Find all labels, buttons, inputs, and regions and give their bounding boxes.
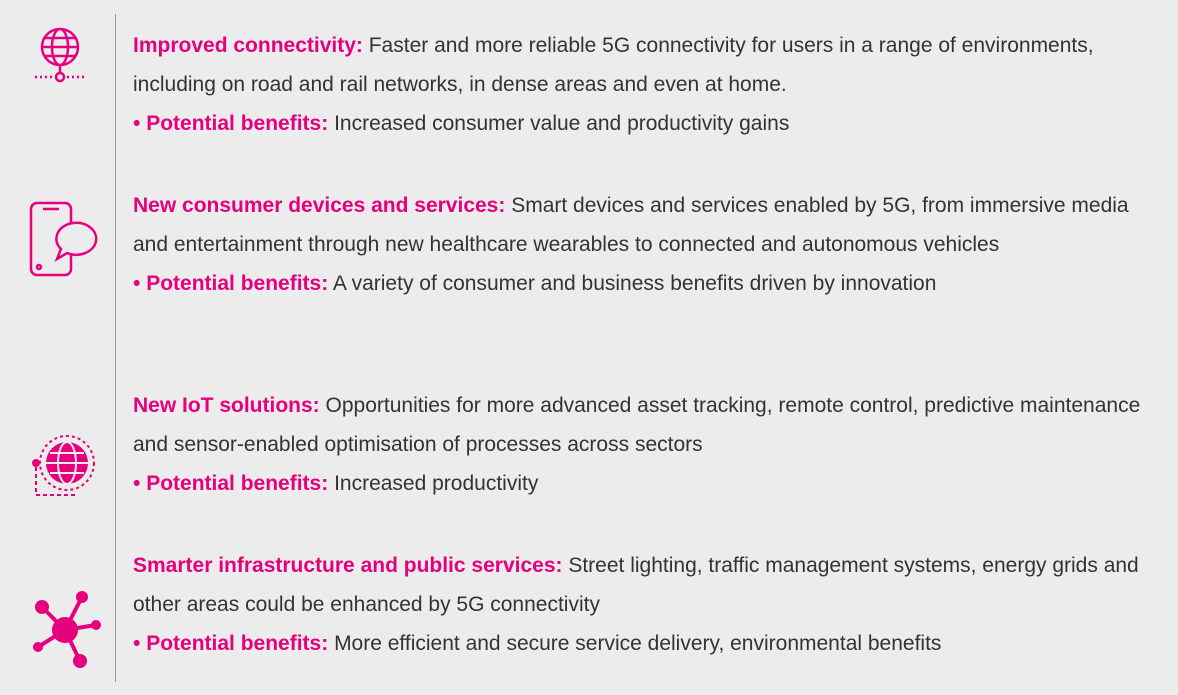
benefit-line: • Potential benefits: More efficient and… [133,624,1168,663]
item-description: Faster and more reliable 5G connectivity… [133,34,1094,96]
item-text: New consumer devices and services: Smart… [133,186,1168,264]
phone-icon [29,201,98,277]
item-heading: New IoT solutions: [133,394,320,417]
benefit-line: • Potential benefits: A variety of consu… [133,264,1168,303]
benefit-text: Increased consumer value and productivit… [334,112,790,135]
network-icon [33,591,101,668]
item-text: New IoT solutions: Opportunities for mor… [133,386,1168,464]
bullet: • [133,112,147,135]
bullet: • [133,472,147,495]
bullet: • [133,632,147,655]
benefit-text: A variety of consumer and business benef… [332,272,937,295]
item: Smarter infrastructure and public servic… [133,546,1168,663]
benefit-label: Potential benefits: [146,472,329,495]
item-heading: New consumer devices and services: [133,194,506,217]
item: Improved connectivity: Faster and more r… [133,26,1168,143]
item-text: Smarter infrastructure and public servic… [133,546,1168,624]
benefit-text: Increased productivity [334,472,539,495]
globe-icon [35,27,85,83]
bullet: • [133,272,147,295]
item-heading: Smarter infrastructure and public servic… [133,554,563,577]
iot-globe-icon [32,435,95,496]
item: New IoT solutions: Opportunities for mor… [133,386,1168,503]
item-description: Street lighting, traffic management syst… [133,554,1139,616]
benefit-line: • Potential benefits: Increased producti… [133,464,1168,503]
item-description: Smart devices and services enabled by 5G… [133,194,1129,256]
divider [115,14,116,682]
item-description: Opportunities for more advanced asset tr… [133,394,1141,456]
item-text: Improved connectivity: Faster and more r… [133,26,1168,104]
benefit-label: Potential benefits: [146,272,329,295]
benefit-line: • Potential benefits: Increased consumer… [133,104,1168,143]
benefit-text: More efficient and secure service delive… [334,632,942,655]
item: New consumer devices and services: Smart… [133,186,1168,303]
benefit-label: Potential benefits: [146,632,329,655]
benefit-label: Potential benefits: [146,112,329,135]
item-heading: Improved connectivity: [133,34,363,57]
